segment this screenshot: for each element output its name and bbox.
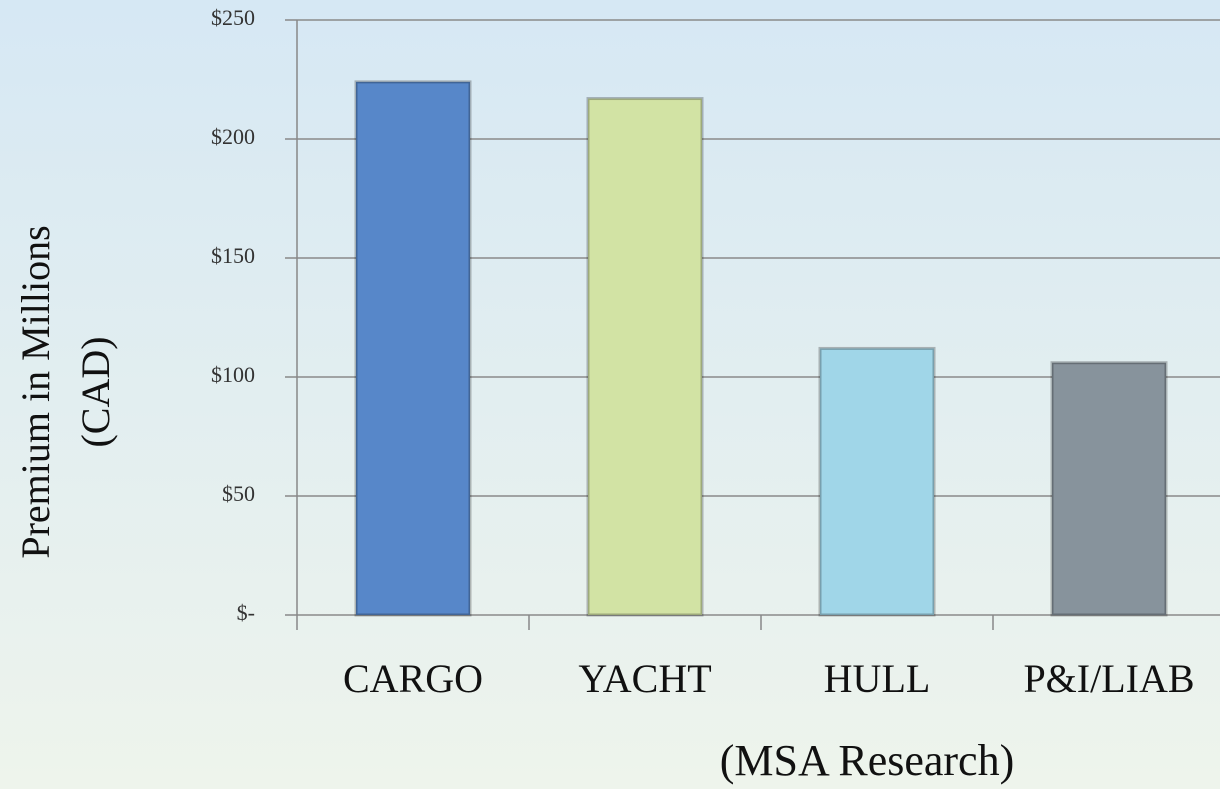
x-tick-label: YACHT [578, 656, 711, 701]
y-tick-label: $250 [211, 5, 255, 30]
x-tick-label: CARGO [343, 656, 483, 701]
y-tick-label: $150 [211, 243, 255, 268]
bar [818, 346, 936, 617]
x-tick-label: P&I/LIAB [1023, 656, 1194, 701]
y-tick-label: $200 [211, 124, 255, 149]
y-tick-label: $- [237, 600, 255, 625]
x-axis-label: (MSA Research) [720, 736, 1015, 785]
y-axis-label: (CAD) [73, 336, 118, 447]
bar [586, 97, 704, 617]
y-tick-label: $50 [222, 481, 255, 506]
bar [354, 80, 472, 617]
bar [1050, 361, 1168, 617]
y-tick-label: $100 [211, 362, 255, 387]
x-tick-label: HULL [824, 656, 931, 701]
y-axis-label: Premium in Millions [13, 225, 58, 558]
